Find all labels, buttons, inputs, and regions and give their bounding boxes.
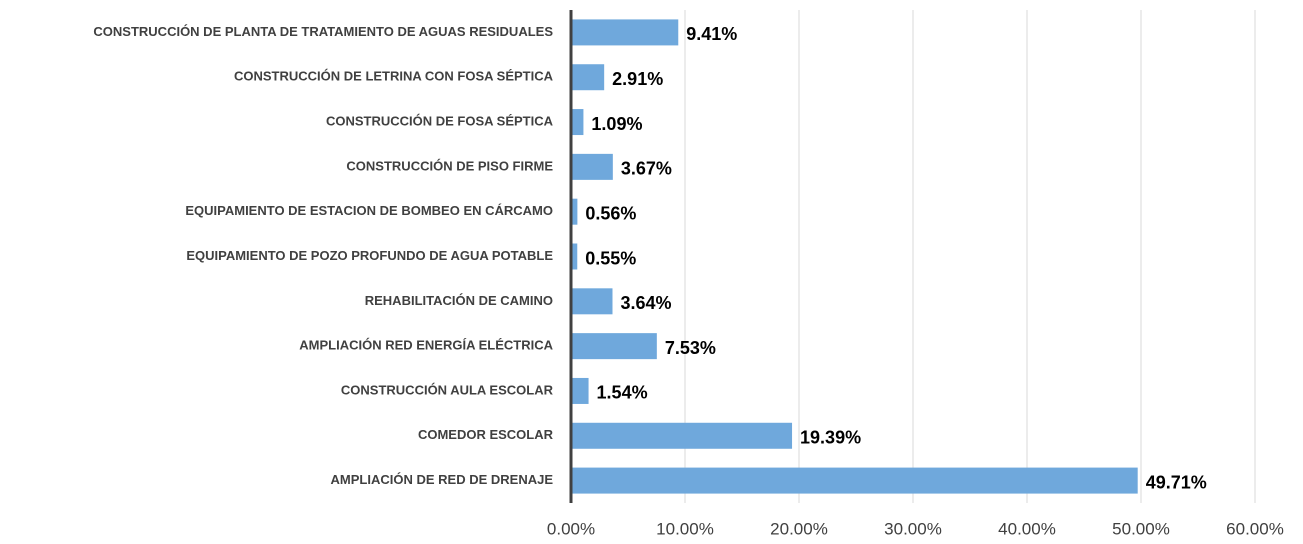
x-tick-label: 50.00%: [1112, 519, 1170, 538]
y-tick-label: CONSTRUCCIÓN DE PISO FIRME: [346, 158, 553, 173]
data-label: 1.09%: [591, 114, 642, 134]
bar: [571, 243, 578, 270]
x-tick-label: 30.00%: [884, 519, 942, 538]
data-label: 0.56%: [585, 203, 636, 223]
x-tick-label: 0.00%: [547, 519, 595, 538]
x-tick-label: 60.00%: [1226, 519, 1284, 538]
bar: [571, 153, 613, 180]
x-tick-label: 40.00%: [998, 519, 1056, 538]
data-label: 49.71%: [1146, 472, 1207, 492]
y-tick-label: EQUIPAMIENTO DE POZO PROFUNDO DE AGUA PO…: [186, 248, 553, 263]
data-label: 9.41%: [686, 24, 737, 44]
bar: [571, 109, 584, 136]
bar: [571, 377, 589, 404]
bar: [571, 64, 605, 91]
data-label: 19.39%: [800, 428, 861, 448]
bar: [571, 467, 1138, 494]
y-tick-label: AMPLIACIÓN RED ENERGÍA ELÉCTRICA: [299, 338, 553, 353]
bar: [571, 198, 578, 225]
data-label: 7.53%: [665, 338, 716, 358]
x-tick-label: 20.00%: [770, 519, 828, 538]
data-label: 3.67%: [621, 159, 672, 179]
x-tick-label: 10.00%: [656, 519, 714, 538]
y-tick-label: CONSTRUCCIÓN DE PLANTA DE TRATAMIENTO DE…: [93, 24, 553, 39]
bar: [571, 333, 657, 360]
data-label: 2.91%: [612, 69, 663, 89]
y-tick-label: CONSTRUCCIÓN AULA ESCOLAR: [341, 382, 554, 397]
y-tick-label: EQUIPAMIENTO DE ESTACION DE BOMBEO EN CÁ…: [185, 203, 553, 218]
bar: [571, 422, 793, 449]
bar: [571, 288, 613, 315]
data-label: 1.54%: [597, 383, 648, 403]
bar: [571, 19, 679, 46]
y-tick-label: COMEDOR ESCOLAR: [418, 427, 554, 442]
y-tick-label: REHABILITACIÓN DE CAMINO: [365, 293, 553, 308]
y-tick-label: CONSTRUCCIÓN DE FOSA SÉPTICA: [326, 113, 554, 128]
data-label: 0.55%: [585, 248, 636, 268]
y-tick-label: CONSTRUCCIÓN DE LETRINA CON FOSA SÉPTICA: [234, 69, 554, 84]
y-tick-label: AMPLIACIÓN DE RED DE DRENAJE: [331, 472, 554, 487]
data-label: 3.64%: [620, 293, 671, 313]
